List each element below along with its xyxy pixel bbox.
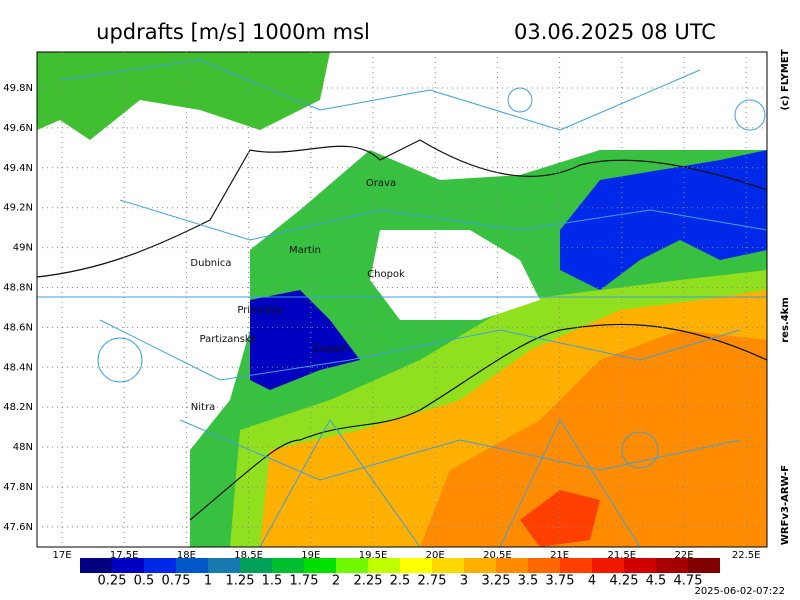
colorbar-segment [688,558,720,573]
colorbar-segment [272,558,304,573]
lat-tick-label: 48.2N [3,402,33,413]
colorbar-segment [464,558,496,573]
colorbar-segment [304,558,336,573]
field-red-patch [520,490,600,547]
colorbar-label: 3.25 [482,574,511,589]
town-label: Nitra [191,402,215,413]
lon-tick-label: 17.5E [110,550,139,561]
field-dark-orange [420,330,767,547]
lat-tick-label: 48.8N [3,283,33,294]
colorbar-segment [656,558,688,573]
airspace-circle [734,99,766,131]
lat-tick-label: 49.8N [3,83,33,94]
colorbar-label: 2.25 [354,574,383,589]
lat-tick-label: 48N [13,442,33,453]
field-blue-west [250,290,360,390]
colorbar-label: 4.75 [674,574,703,589]
lat-tick-label: 47.6N [3,522,33,533]
lon-tick-label: 18.5E [234,550,263,561]
town-label: Orava [366,178,396,189]
town-label: Zvolen [313,344,347,355]
field-green-north [37,52,330,140]
colorbar-segment [592,558,624,573]
airspace-circle [621,431,659,469]
colorbar-label: 0.75 [162,574,191,589]
lon-tick-label: 22E [674,550,693,561]
run-time: 2025-06-02-07:22 [694,586,785,597]
town-label: Partizanske [199,334,256,345]
title: updrafts [m/s] 1000m msl [96,20,370,44]
colorbar-segment [176,558,208,573]
colorbar-label: 4.5 [646,574,667,589]
colorbar-label: 1 [204,574,212,589]
colorbar-segment [528,558,560,573]
colorbar-segment [496,558,528,573]
lat-tick-label: 47.8N [3,482,33,493]
colorbar-label: 3.75 [546,574,575,589]
town-label: Chopok [367,269,405,280]
lat-tick-label: 49.2N [3,203,33,214]
lon-tick-label: 19.5E [359,550,388,561]
lon-tick-label: 20E [426,550,445,561]
lat-tick-label: 48.4N [3,362,33,373]
colorbar-label: 3.5 [518,574,539,589]
colorbar-segment [432,558,464,573]
resolution: res.4km [780,297,791,343]
colorbar-segment [144,558,176,573]
lat-tick-label: 49N [13,243,33,254]
lon-tick-label: 22.5E [732,550,761,561]
town-label: Prievidza [237,305,282,316]
town-label: Dubnica [190,258,231,269]
lon-tick-label: 19E [301,550,320,561]
copyright: (c) FLYMET [780,49,791,110]
colorbar-segment [112,558,144,573]
colorbar-label: 4.25 [610,574,639,589]
colorbar-segment [80,558,112,573]
colorbar-label: 3 [460,574,468,589]
lat-tick-label: 49.6N [3,123,33,134]
airspace-circle [97,337,143,383]
colorbar-label: 0.25 [98,574,127,589]
lon-tick-label: 21E [550,550,569,561]
colorbar-segment [208,558,240,573]
colorbar-segment [560,558,592,573]
lon-tick-label: 20.5E [483,550,512,561]
colorbar-segment [240,558,272,573]
lon-tick-label: 17E [52,550,71,561]
datetime: 03.06.2025 08 UTC [514,20,716,44]
map-frame [36,51,768,548]
colorbar-label: 4 [588,574,596,589]
border [189,323,768,521]
colorbar-segment [368,558,400,573]
colorbar-segment [336,558,368,573]
lon-tick-label: 18E [177,550,196,561]
colorbar-label: 1.5 [262,574,283,589]
colorbar-label: 2 [332,574,340,589]
colorbar-label: 1.75 [290,574,319,589]
map-field [36,52,768,548]
colorbar-label: 1.25 [226,574,255,589]
airspace [37,59,768,548]
lon-tick-label: 21.5E [608,550,637,561]
town-label: Martin [289,245,321,256]
airspace-circle [507,87,533,113]
colorbar-segment [400,558,432,573]
colorbar-label: 0.5 [134,574,155,589]
lat-tick-label: 49.4N [3,163,33,174]
border [36,139,768,278]
field-blue-east [560,150,767,290]
colorbar-segment [624,558,656,573]
model: WRFv3-ARW-F [780,465,791,545]
lat-tick-label: 48.6N [3,322,33,333]
colorbar-label: 2.5 [390,574,411,589]
colorbar-label: 2.75 [418,574,447,589]
